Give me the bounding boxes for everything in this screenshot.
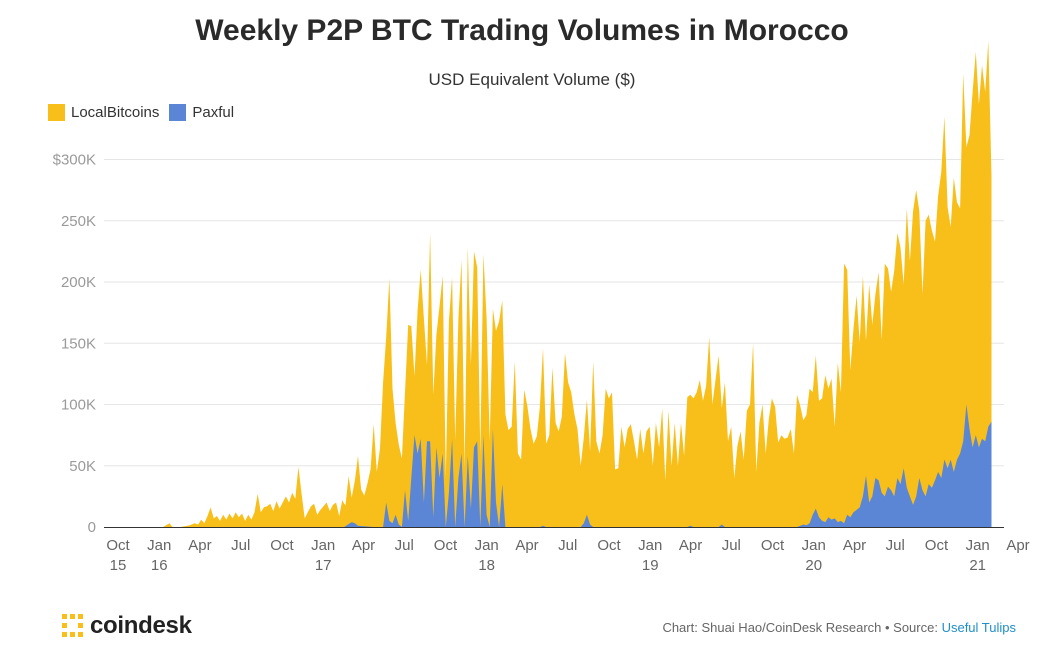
y-tick-label: 250K — [61, 213, 96, 230]
x-tick-label: Jan — [802, 537, 826, 554]
x-tick-label: Oct — [597, 537, 621, 554]
x-tick-label: Jan — [475, 537, 499, 554]
x-tick-year-label: 18 — [478, 557, 495, 574]
x-tick-year-label: 21 — [969, 557, 986, 574]
x-tick-label: Jan — [147, 537, 171, 554]
coindesk-logo-icon — [62, 614, 83, 637]
x-tick-label: Jan — [638, 537, 662, 554]
x-tick-year-label: 19 — [642, 557, 659, 574]
x-tick-label: Jul — [231, 537, 250, 554]
x-tick-label: Jul — [558, 537, 577, 554]
legend: LocalBitcoins Paxful — [48, 104, 244, 121]
series-area-localbitcoins — [104, 40, 992, 527]
x-tick-year-label: 15 — [110, 557, 127, 574]
chart-subtitle: USD Equivalent Volume ($) — [428, 70, 636, 89]
x-tick-label: Apr — [679, 537, 702, 554]
x-tick-label: Apr — [1006, 537, 1029, 554]
y-tick-label: 200K — [61, 274, 96, 291]
x-tick-label: Oct — [925, 537, 949, 554]
legend-item-localbitcoins: LocalBitcoins — [48, 104, 159, 121]
legend-swatch-paxful — [169, 104, 187, 121]
x-tick-year-label: 20 — [805, 557, 822, 574]
chart-credit: Chart: Shuai Hao/CoinDesk Research • Sou… — [662, 620, 1016, 635]
x-tick-label: Jul — [722, 537, 741, 554]
legend-item-paxful: Paxful — [169, 104, 234, 121]
x-tick-label: Jan — [311, 537, 335, 554]
x-tick-year-label: 16 — [151, 557, 168, 574]
area-chart: 0 50K 100K 150K 200K 250K $300K Oct 15 Jan 16 Apr Ju… — [53, 40, 1030, 574]
y-tick-label: $300K — [53, 152, 96, 169]
coindesk-logo-text: coindesk — [90, 612, 192, 639]
x-tick-label: Jul — [886, 537, 905, 554]
x-tick-label: Apr — [352, 537, 375, 554]
y-tick-label: 100K — [61, 397, 96, 414]
x-tick-label: Oct — [106, 537, 130, 554]
coindesk-logo: coindesk — [62, 612, 192, 640]
x-tick-label: Apr — [843, 537, 866, 554]
x-tick-label: Jul — [395, 537, 414, 554]
chart-title: Weekly P2P BTC Trading Volumes in Morocc… — [195, 14, 849, 47]
x-tick-label: Oct — [434, 537, 458, 554]
legend-label-localbitcoins: LocalBitcoins — [71, 104, 160, 121]
x-tick-label: Oct — [761, 537, 785, 554]
legend-label-paxful: Paxful — [192, 104, 235, 121]
y-tick-label: 50K — [69, 458, 96, 475]
x-tick-label: Jan — [966, 537, 990, 554]
x-tick-year-label: 17 — [315, 557, 332, 574]
legend-swatch-localbitcoins — [48, 104, 65, 121]
x-tick-label: Apr — [188, 537, 211, 554]
y-tick-label: 150K — [61, 335, 96, 352]
y-tick-label: 0 — [88, 519, 96, 536]
source-link[interactable]: Useful Tulips — [941, 620, 1016, 635]
x-tick-label: Apr — [515, 537, 538, 554]
x-tick-label: Oct — [270, 537, 294, 554]
credit-text: Chart: Shuai Hao/CoinDesk Research • Sou… — [662, 620, 942, 635]
series-area-paxful — [104, 404, 992, 527]
